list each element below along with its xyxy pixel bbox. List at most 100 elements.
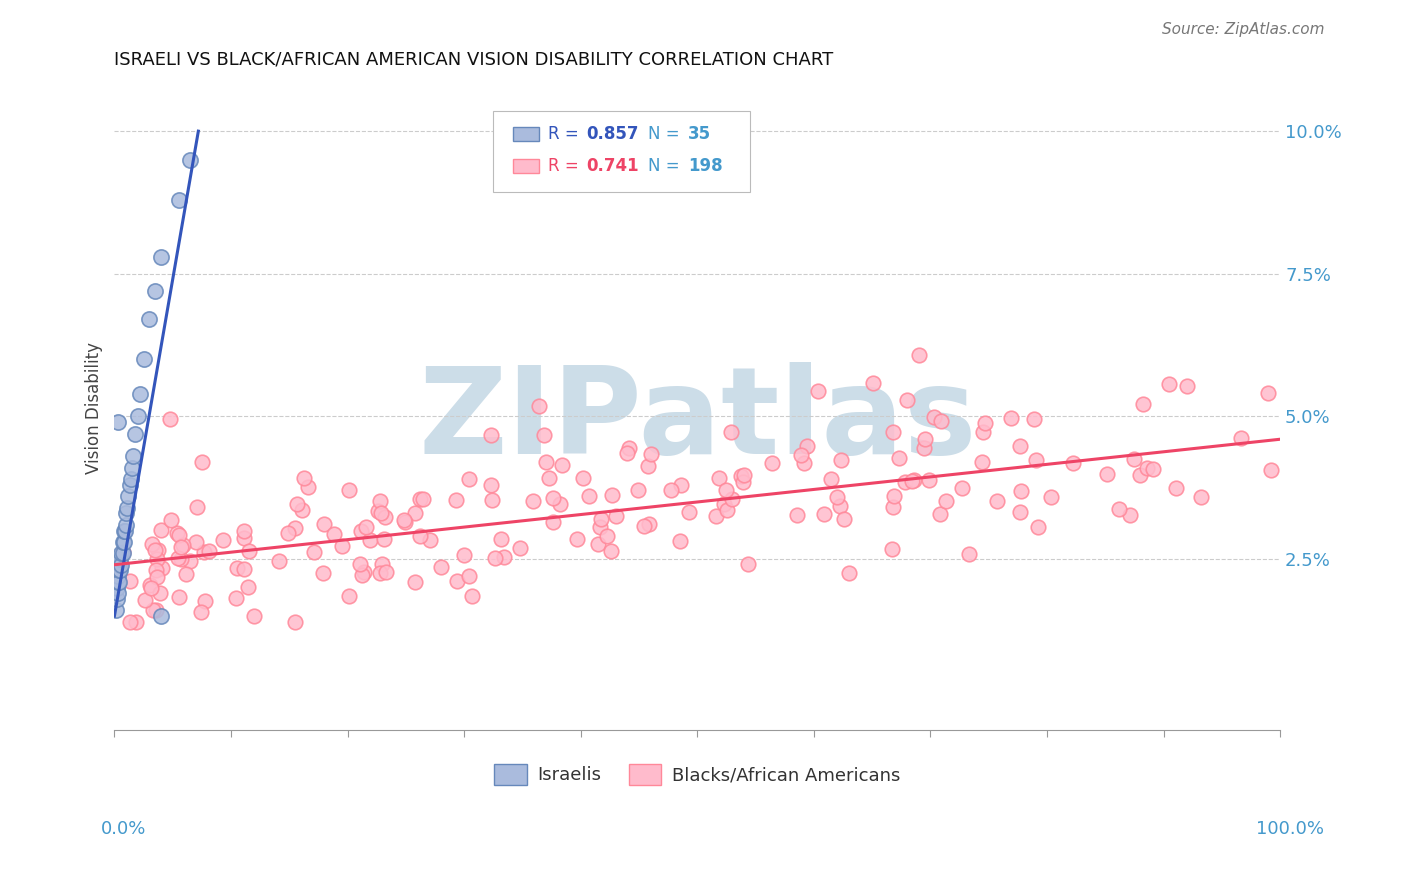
Point [330,539,353,553]
Point [820,472,842,486]
Point [713,496,735,510]
Point [105,591,128,606]
Point [1175,379,1198,393]
Point [373,532,395,546]
Point [522,494,544,508]
Point [194,593,217,607]
Point [148,542,170,557]
Point [807,384,830,399]
Point [935,494,957,508]
Point [862,376,884,390]
Point [108,558,131,572]
Point [793,456,815,470]
Point [1025,453,1047,467]
Point [1157,377,1180,392]
Point [446,574,468,588]
Point [110,552,132,566]
Point [121,460,143,475]
Point [1230,431,1253,445]
Point [142,603,165,617]
Point [1123,452,1146,467]
Point [457,569,479,583]
Point [167,550,190,565]
Point [704,509,727,524]
Point [974,416,997,430]
Point [179,153,201,167]
Point [789,449,811,463]
Point [190,605,212,619]
Point [291,503,314,517]
Point [1164,481,1187,495]
Point [108,574,131,589]
Point [375,565,398,579]
Point [880,541,903,556]
Point [167,528,190,542]
Point [761,456,783,470]
Text: R =: R = [548,125,583,143]
Point [146,569,169,583]
Point [112,524,135,538]
Point [1108,502,1130,516]
Point [312,566,335,581]
Point [707,471,730,485]
Point [277,526,299,541]
Point [1129,467,1152,482]
Point [145,552,167,566]
Point [367,504,389,518]
Text: ISRAELI VS BLACK/AFRICAN AMERICAN VISION DISABILITY CORRELATION CHART: ISRAELI VS BLACK/AFRICAN AMERICAN VISION… [114,51,834,69]
Point [134,593,156,607]
Point [359,533,381,547]
Point [350,568,373,582]
Point [599,544,621,558]
Point [825,491,848,505]
Point [494,549,516,564]
Point [509,541,531,555]
Point [150,561,173,575]
Point [111,546,134,560]
Point [578,489,600,503]
Point [354,519,377,533]
Point [548,497,571,511]
Point [931,414,953,428]
Point [1000,410,1022,425]
Point [368,493,391,508]
Point [149,586,172,600]
Point [349,557,371,571]
Point [198,543,221,558]
Point [193,545,215,559]
Point [125,615,148,629]
Point [287,497,309,511]
Point [169,540,191,554]
Point [461,589,484,603]
Point [138,312,160,326]
Point [150,523,173,537]
Point [297,480,319,494]
Point [733,475,755,489]
Point [669,478,692,492]
Point [1257,385,1279,400]
Point [830,453,852,467]
Point [533,428,555,442]
Point [538,471,561,485]
Point [112,535,135,549]
Point [132,352,155,367]
Point [813,507,835,521]
Point [830,499,852,513]
Point [1040,490,1063,504]
Point [896,392,918,407]
Point [107,415,129,429]
Point [353,566,375,580]
Point [118,478,141,492]
Point [796,439,818,453]
Point [903,473,925,487]
Point [589,512,612,526]
Point [139,578,162,592]
Point [1119,508,1142,522]
Point [484,551,506,566]
Point [491,533,513,547]
Y-axis label: Vision Disability: Vision Disability [86,342,103,474]
Point [565,533,588,547]
Point [143,543,166,558]
Point [111,535,134,549]
Text: N =: N = [648,125,685,143]
